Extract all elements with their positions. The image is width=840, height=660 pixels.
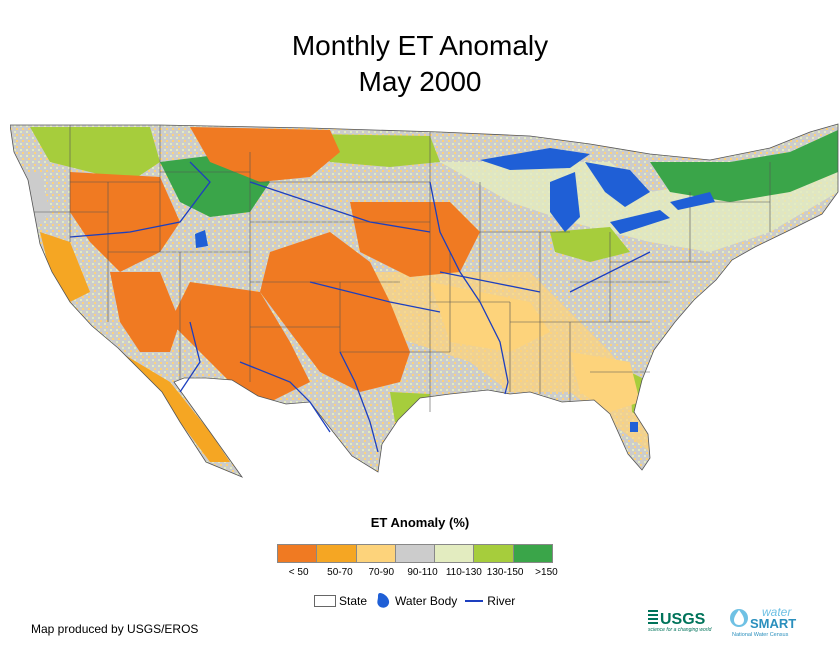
legend-bin-label: >150 <box>535 567 558 578</box>
legend-swatch <box>473 544 514 563</box>
legend-swatch <box>434 544 475 563</box>
legend-bin-label: < 50 <box>288 567 309 578</box>
map-title: Monthly ET Anomaly <box>291 30 549 61</box>
state-symbol-icon <box>314 595 336 607</box>
legend-swatch <box>394 544 436 563</box>
legend-bin-labels: < 50 50-70 70-90 90-110 110-130 130-150 >150 <box>270 567 580 581</box>
legend-key-river: River <box>465 594 515 608</box>
legend-key-water-body-label: Water Body <box>395 594 458 608</box>
watersmart-water-text: water <box>762 605 792 619</box>
legend-bin-label: 90-110 <box>407 567 438 578</box>
usgs-logo-text: USGS <box>660 611 706 628</box>
water-body-icon <box>377 593 390 608</box>
legend-bin-label: 130-150 <box>486 567 524 578</box>
legend-swatch <box>355 544 396 563</box>
legend-bin-label: 70-90 <box>368 567 395 578</box>
legend-key-state: State <box>314 594 367 608</box>
map-credit: Map produced by USGS/EROS <box>31 622 199 636</box>
legend-swatch <box>512 544 554 563</box>
legend-keys: State Water Body River <box>314 592 523 610</box>
legend-color-bar <box>277 544 554 563</box>
watersmart-logo: water SMART National Water Census <box>730 605 796 638</box>
legend-swatch <box>277 544 318 563</box>
watersmart-tagline: National Water Census <box>732 632 789 638</box>
et-anomaly-map <box>10 123 839 478</box>
legend-bin-label: 50-70 <box>327 567 353 578</box>
legend-bin-label: 110-130 <box>445 567 482 578</box>
legend-key-water-body: Water Body <box>375 592 457 610</box>
usgs-tagline: science for a changing world <box>648 627 712 633</box>
map-subtitle: May 2000 <box>358 66 482 97</box>
legend-key-state-label: State <box>339 594 368 608</box>
legend-swatch <box>316 544 357 563</box>
legend-key-river-label: River <box>487 594 516 608</box>
legend-title: ET Anomaly (%) <box>370 515 470 530</box>
river-symbol-icon <box>465 600 484 602</box>
watersmart-smart-text: SMART <box>750 616 796 631</box>
usgs-logo: USGS science for a changing world <box>648 610 712 633</box>
